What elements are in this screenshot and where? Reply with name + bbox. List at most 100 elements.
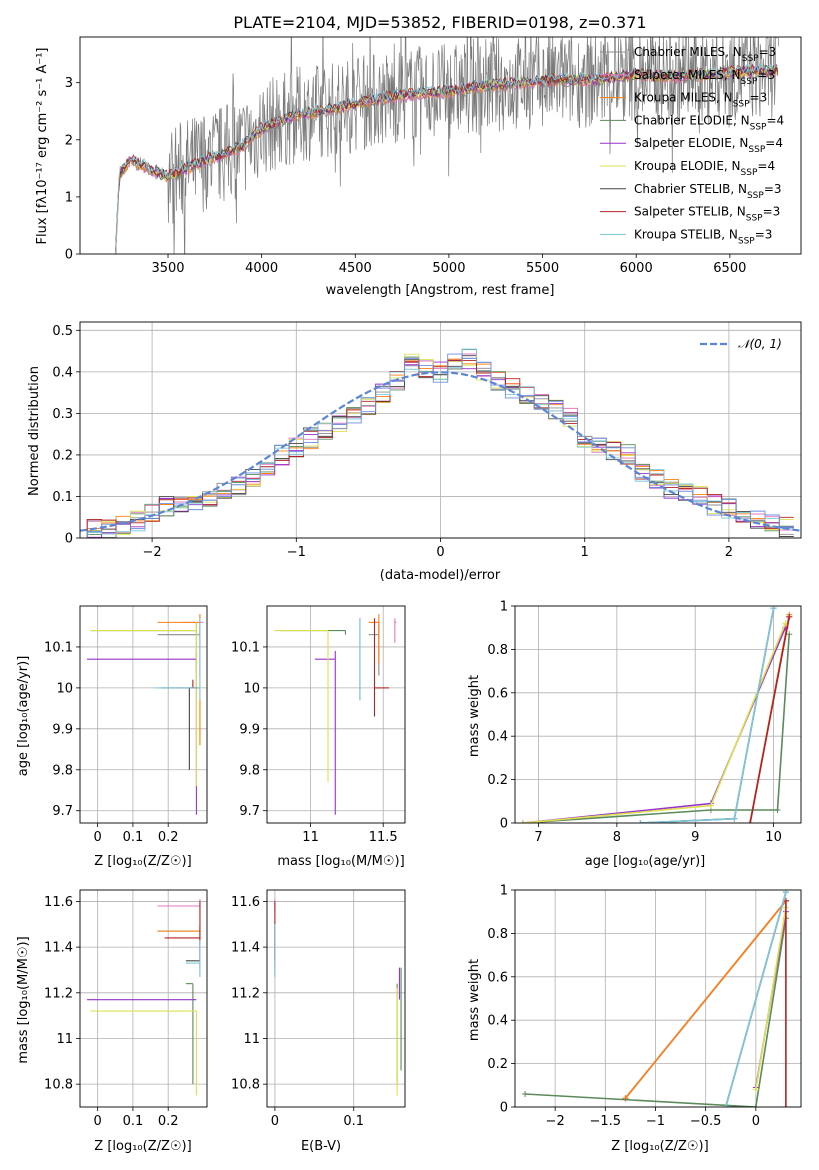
weight-line-kroupa-miles [624, 900, 787, 1099]
axes-frame [266, 889, 406, 1108]
y-tick-label: 0.3 [52, 407, 73, 422]
weight-lines [522, 890, 789, 1107]
y-tick-label: 11.6 [231, 895, 260, 910]
x-tick-label: 0.1 [123, 1114, 144, 1129]
y-tick-label: 10 [243, 681, 260, 696]
x-tick-label: −1 [646, 1114, 665, 1129]
legend-count: =4 [765, 136, 783, 150]
y-tick-label: 1 [65, 190, 73, 205]
age-vs-mass-xlabel: mass [log₁₀(M/M☉)] [277, 854, 404, 869]
y-tick-label: 9.8 [239, 763, 260, 778]
error-bars [87, 899, 201, 1096]
legend-count: =3 [757, 68, 775, 82]
legend-subscript: SSP [738, 236, 755, 246]
x-tick-label: −1 [287, 545, 306, 560]
legend-label: Salpeter ELODIE, NSSP=4 [634, 136, 783, 155]
x-tick-label: 6000 [620, 261, 653, 276]
weight-line-kroupa-stelib [724, 891, 787, 1107]
x-tick-label: −2 [546, 1114, 565, 1129]
x-tick-label: 11 [302, 830, 319, 845]
mass-vs-z-ylabel: mass [log₁₀(M/M☉)] [16, 936, 31, 1063]
y-tick-label: 9.7 [239, 804, 260, 819]
weight-line-chabrier-elodie [524, 918, 787, 1107]
normal-curve [80, 371, 801, 532]
y-tick-label: 0.4 [487, 1014, 508, 1029]
y-tick-label: 11.2 [231, 986, 260, 1001]
spectrum-ylabel: Flux [fλ10⁻¹⁷ erg cm⁻² s⁻¹ A⁻¹] [35, 48, 50, 245]
y-tick-label: 11.2 [44, 986, 73, 1001]
x-tick-label: −0.5 [690, 1114, 722, 1129]
legend-count: =3 [750, 91, 768, 105]
x-tick-label: 0.1 [123, 830, 144, 845]
axes-frame [79, 321, 802, 539]
axes-frame [514, 889, 802, 1108]
weight-line-kroupa-stelib [640, 608, 775, 823]
spectrum-title: PLATE=2104, MJD=53852, FIBERID=0198, z=0… [233, 13, 646, 32]
y-tick-label: 1 [500, 884, 508, 899]
legend-subscript: SSP [741, 168, 758, 178]
mass-vs-z-xlabel: Z [log₁₀(Z/Z☉)] [94, 1139, 191, 1154]
axes-frame [79, 36, 802, 255]
x-tick-label: 0 [436, 545, 444, 560]
weight-line-kroupa-elodie [755, 907, 787, 1090]
x-tick-label: 0 [271, 1114, 279, 1129]
x-tick-label: 0 [752, 1114, 760, 1129]
x-tick-label: 0.2 [158, 1114, 179, 1129]
x-tick-label: 11.5 [369, 830, 398, 845]
x-tick-label: 0.1 [343, 1114, 364, 1129]
x-tick-label: 8 [613, 830, 621, 845]
axes-frame [79, 605, 208, 824]
y-tick-label: 0.4 [52, 365, 73, 380]
mass-vs-ebv-panel: 0 0.1 10.8 11 11.2 11.4 11.6 [231, 889, 406, 1129]
age-vs-z-xlabel: Z [log₁₀(Z/Z☉)] [94, 854, 191, 869]
spectrum-xlabel: wavelength [Angstrom, rest frame] [326, 283, 555, 298]
model-line-salpeter-stelib [115, 63, 779, 251]
legend-subscript: SSP [747, 191, 764, 201]
mass-vs-ebv-xlabel: E(B-V) [301, 1139, 341, 1154]
x-tick-label: 0 [93, 1114, 101, 1129]
model-line-kroupa-stelib [115, 63, 779, 254]
legend-subscript: SSP [741, 77, 758, 87]
x-tick-label: 5000 [432, 261, 465, 276]
legend-subscript: SSP [733, 100, 750, 110]
y-tick-label: 0.1 [52, 490, 73, 505]
legend-label: Chabrier ELODIE, NSSP=4 [634, 113, 784, 132]
y-tick-label: 10.8 [44, 1078, 73, 1093]
y-tick-label: 1 [500, 600, 508, 615]
y-tick-label: 0.2 [487, 773, 508, 788]
x-tick-label: 3500 [151, 261, 184, 276]
y-tick-label: 0.8 [487, 927, 508, 942]
y-tick-label: 11.4 [44, 941, 73, 956]
y-tick-label: 9.7 [52, 804, 73, 819]
legend-label: Chabrier STELIB, NSSP=3 [634, 182, 782, 201]
residuals-panel: −2 −1 0 1 2 0 0.1 0.2 0.3 0.4 0.5 𝒩(0, 1) [52, 321, 802, 560]
legend-count: =4 [766, 113, 784, 127]
legend-subscript: SSP [742, 54, 759, 64]
legend-count: =3 [759, 45, 777, 59]
mass-vs-z-panel: 0 0.1 0.2 10.8 11 11.2 11.4 11.6 [44, 889, 208, 1129]
y-tick-label: 0 [65, 532, 73, 547]
y-tick-label: 10.8 [231, 1078, 260, 1093]
weight-vs-age-panel: 7 8 9 10 0 0.2 0.4 0.6 0.8 1 [487, 600, 802, 845]
x-tick-label: 4000 [245, 261, 278, 276]
age-vs-mass-panel: 11 11.5 9.7 9.8 9.9 10 10.1 [231, 605, 406, 845]
legend-label: Salpeter STELIB, NSSP=3 [634, 205, 780, 224]
weight-lines [519, 606, 793, 823]
weight-vs-z-panel: −2 −1.5 −1 −0.5 0 0 0.2 0.4 0.6 0.8 1 [487, 884, 802, 1129]
age-vs-z-panel: 0 0.1 0.2 9.7 9.8 9.9 10 10.1 [44, 605, 208, 845]
legend-count: =4 [757, 159, 775, 173]
y-tick-label: 9.9 [239, 722, 260, 737]
x-tick-label: 0 [93, 830, 101, 845]
weight-vs-z-xlabel: Z [log₁₀(Z/Z☉)] [611, 1139, 708, 1154]
y-tick-label: 0 [500, 1101, 508, 1116]
error-bars [87, 614, 204, 815]
y-tick-label: 11 [56, 1032, 73, 1047]
y-tick-label: 10 [56, 681, 73, 696]
weight-vs-z-ylabel: mass weight [467, 959, 482, 1041]
x-tick-label: 0.2 [158, 830, 179, 845]
y-tick-label: 0.5 [52, 324, 73, 339]
y-tick-label: 2 [65, 133, 73, 148]
y-tick-label: 0.2 [487, 1057, 508, 1072]
legend-subscript: SSP [750, 122, 767, 132]
weight-vs-age-ylabel: mass weight [467, 675, 482, 757]
